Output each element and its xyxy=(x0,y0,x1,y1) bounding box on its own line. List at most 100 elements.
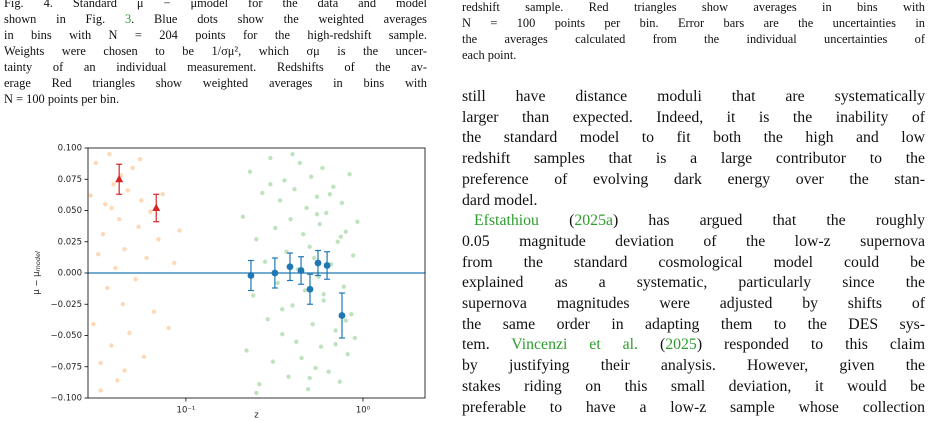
point xyxy=(254,237,259,242)
average-triangle xyxy=(152,203,161,211)
point xyxy=(244,348,249,353)
text: supernova magnitudes were adjusted by sh… xyxy=(462,295,925,313)
average-point xyxy=(314,259,322,267)
point xyxy=(288,217,293,222)
average-point xyxy=(286,263,294,271)
text: from the standard cosmological model cou… xyxy=(462,253,925,271)
text-line: still have distance moduli that are syst… xyxy=(462,87,925,108)
text-line: erage Red triangles show weighted averag… xyxy=(4,75,427,91)
average-point xyxy=(323,262,331,269)
point xyxy=(280,307,285,312)
point xyxy=(172,260,177,266)
text: Fig. 4. Standard μ − μmodel for the data… xyxy=(4,0,427,10)
point xyxy=(341,284,347,289)
link[interactable]: 2025 xyxy=(665,336,697,354)
point xyxy=(307,244,312,249)
text: stakes riding on this small deviation, i… xyxy=(462,377,925,395)
text-line: 0.05 magnitude deviation of the low-z su… xyxy=(462,232,925,253)
text-line: shown in Fig. 3. Blue dots show the weig… xyxy=(4,11,427,27)
x-tick-label: 10⁰ xyxy=(356,406,371,416)
point xyxy=(93,160,99,166)
link[interactable]: Vincenzi et al. xyxy=(511,336,639,354)
point xyxy=(314,194,320,199)
average-point xyxy=(247,272,255,279)
point xyxy=(96,252,101,257)
text: explained as a systematic, particularly … xyxy=(462,274,925,292)
text-line: N = 100 points per bin. xyxy=(4,91,427,107)
x-axis-label: z xyxy=(254,411,259,421)
average-point xyxy=(338,312,346,319)
average-triangle xyxy=(115,174,124,183)
y-axis-label: μ − μmodel xyxy=(32,251,43,295)
point xyxy=(109,205,114,211)
point xyxy=(292,187,297,192)
y-tick-label: −0.100 xyxy=(51,394,82,404)
text: N = 100 points per bin. xyxy=(4,92,120,106)
point xyxy=(240,214,246,219)
point xyxy=(317,222,322,227)
point xyxy=(324,210,329,216)
point xyxy=(265,317,270,322)
link[interactable]: 2025a xyxy=(574,212,613,230)
text-line: from the standard cosmological model cou… xyxy=(462,253,925,274)
point xyxy=(347,172,352,177)
body-text: still have distance moduli that are syst… xyxy=(462,87,925,418)
text-line: Fig. 4. Standard μ − μmodel for the data… xyxy=(4,0,427,11)
point xyxy=(130,165,135,171)
plot-area xyxy=(88,152,425,396)
text-line: tem. Vincenzi et al. (2025) responded to… xyxy=(462,335,925,356)
text: by justifying their analysis. However, g… xyxy=(462,357,925,375)
average-point xyxy=(297,267,305,274)
point xyxy=(314,212,320,217)
point xyxy=(299,355,304,361)
y-label-sub: model xyxy=(34,251,42,271)
link[interactable]: Efstathiou xyxy=(474,212,539,230)
point xyxy=(122,247,127,252)
point xyxy=(113,265,118,271)
y-tick-label: 0.075 xyxy=(58,175,82,185)
point xyxy=(335,239,340,244)
text: . Blue dots show the weighted averages xyxy=(131,12,428,26)
text: still have distance moduli that are syst… xyxy=(462,88,925,105)
point xyxy=(282,178,287,183)
text: preferable to have a low-z sample whose … xyxy=(462,398,925,416)
y-tick-label: −0.025 xyxy=(51,300,82,310)
point xyxy=(343,229,349,234)
point xyxy=(343,318,349,323)
point xyxy=(307,375,312,381)
point xyxy=(349,312,354,317)
link[interactable]: 3 xyxy=(124,12,132,26)
text-line: preference of evolving dark energy over … xyxy=(462,170,925,191)
right-caption: redshift sample. Red triangles show aver… xyxy=(462,0,925,63)
point xyxy=(320,165,325,171)
point xyxy=(139,198,144,203)
point xyxy=(109,343,114,348)
text-line: the same order in adapting them to the D… xyxy=(462,315,925,336)
point xyxy=(148,209,153,214)
y-tick-label: −0.050 xyxy=(51,331,82,341)
point xyxy=(338,234,344,239)
point xyxy=(268,182,273,187)
text: Weights were chosen to be 1/σμ², which σ… xyxy=(4,44,427,58)
point xyxy=(321,298,326,303)
point xyxy=(327,192,333,197)
point xyxy=(318,344,324,349)
point xyxy=(262,259,268,264)
text: ( xyxy=(538,212,575,230)
text: ) responded to this claim xyxy=(696,336,925,354)
text: redshift sample. Red triangles show aver… xyxy=(462,0,925,14)
text: ) has argued that the roughly xyxy=(612,212,925,230)
point xyxy=(333,328,338,333)
point xyxy=(251,293,256,298)
point xyxy=(116,217,122,222)
point xyxy=(326,369,331,374)
point xyxy=(321,292,326,297)
text: preference of evolving dark energy over … xyxy=(462,170,925,188)
point xyxy=(273,225,278,231)
point xyxy=(311,255,317,261)
text-line: redshift sample. Red triangles show aver… xyxy=(462,0,925,15)
point xyxy=(133,277,138,282)
text-line: the averages calculated from the individ… xyxy=(462,31,925,47)
point xyxy=(270,359,276,364)
point xyxy=(247,169,253,174)
